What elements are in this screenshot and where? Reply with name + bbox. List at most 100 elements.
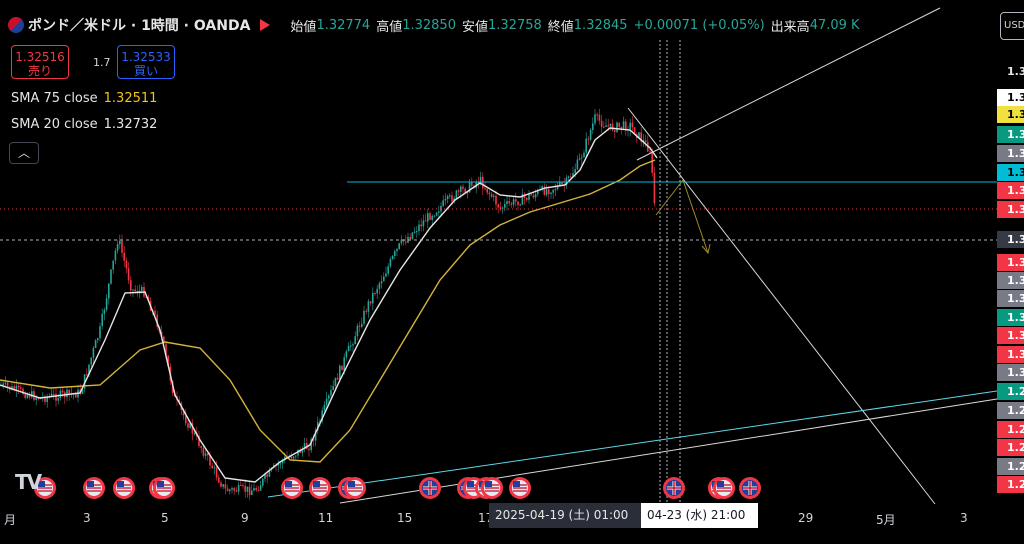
high-label: 高値 (376, 19, 403, 35)
candle-body (312, 439, 315, 441)
candle-body (356, 325, 359, 337)
candle-body (218, 477, 220, 483)
candle-body (374, 293, 376, 295)
candle-body (607, 125, 609, 127)
candle-body (642, 140, 645, 142)
market-status-flag-icon[interactable] (260, 19, 271, 31)
us-flag-event-icon[interactable] (83, 477, 105, 499)
candle-body (649, 151, 651, 153)
currency-button[interactable]: USD (1000, 12, 1024, 40)
candle-body (367, 301, 370, 312)
indicator-sma75[interactable]: SMA 75 close 1.32511 (11, 91, 157, 106)
candle-body (499, 207, 502, 209)
candle-body (501, 207, 504, 209)
buy-button[interactable]: 1.32533 買い (117, 45, 175, 79)
candle-body (422, 220, 425, 227)
symbol-title[interactable]: ポンド／米ドル · 1時間 · OANDA (28, 18, 251, 34)
drawing-tools (0, 7, 998, 505)
candle-body (46, 397, 48, 402)
candle-body (295, 455, 297, 457)
us-flag-event-icon[interactable] (309, 477, 331, 499)
time-axis-label: 月 (4, 513, 17, 527)
candle-body (431, 216, 433, 220)
candle-body (554, 189, 557, 191)
candle-body (424, 220, 427, 222)
time-axis-label: 9 (241, 511, 249, 525)
us-flag-event-icon[interactable] (34, 477, 56, 499)
us-flag-event-icon[interactable] (344, 477, 366, 499)
candle-body (537, 190, 539, 195)
candle-body (526, 197, 528, 200)
price-label: 1.3 (997, 126, 1024, 143)
indicator-name: SMA 75 close (11, 91, 98, 106)
candle-body (222, 484, 224, 487)
uk-flag-event-icon[interactable] (663, 477, 685, 499)
candle-body (121, 240, 123, 253)
forecast-arrow (655, 178, 709, 254)
us-flag-event-icon[interactable] (713, 477, 735, 499)
us-flag-event-icon[interactable] (281, 477, 303, 499)
candle-body (482, 176, 484, 189)
collapse-legend-button[interactable]: ︿ (9, 142, 39, 164)
indicator-sma20[interactable]: SMA 20 close 1.32732 (11, 117, 157, 132)
candle-body (567, 176, 570, 178)
price-label: 1.3 (997, 145, 1024, 162)
candle-body (233, 488, 235, 491)
candle-body (578, 158, 581, 160)
candle-body (105, 298, 108, 310)
sell-button[interactable]: 1.32516 売り (11, 45, 69, 79)
candle-body (226, 488, 229, 492)
candle-body (504, 204, 506, 208)
candle-body (614, 130, 616, 132)
candle-body (130, 280, 132, 291)
candle-body (387, 266, 389, 274)
candle-body (396, 248, 398, 252)
candle-body (486, 188, 488, 193)
indicator-value: 1.32511 (103, 91, 158, 106)
candle-body (55, 393, 57, 401)
candle-body (468, 181, 471, 193)
candle-body (123, 252, 125, 261)
candle-body (189, 423, 191, 428)
candle-body (165, 343, 167, 356)
candle-body (347, 345, 350, 352)
uk-flag-event-icon[interactable] (739, 477, 761, 499)
sell-price: 1.32516 (15, 50, 65, 64)
candle-body (471, 181, 473, 186)
candle-body (66, 389, 68, 398)
time-axis-label: 29 (798, 511, 814, 525)
candle-body (6, 382, 9, 387)
candle-body (141, 287, 143, 291)
candle-body (589, 129, 592, 140)
candle-body (391, 255, 394, 260)
candle-body (332, 385, 334, 390)
candle-body (22, 388, 24, 395)
us-flag-event-icon[interactable] (153, 477, 175, 499)
candle-body (17, 385, 20, 388)
price-label: 1.3 (997, 106, 1024, 123)
candle-body (598, 114, 601, 121)
tradingview-logo[interactable]: TV (15, 470, 42, 494)
candle-body (334, 377, 337, 386)
us-flag-event-icon[interactable] (481, 477, 503, 499)
candle-body (209, 455, 211, 466)
candle-body (242, 485, 244, 487)
candle-body (444, 199, 447, 201)
candle-body (202, 448, 205, 456)
candle-body (442, 200, 444, 206)
candle-body (90, 357, 92, 365)
us-flag-event-icon[interactable] (509, 477, 531, 499)
candle-body (493, 195, 495, 197)
candle-body (592, 123, 594, 130)
candle-body (185, 415, 187, 424)
candle-body (229, 489, 231, 492)
uk-flag-event-icon[interactable] (419, 477, 441, 499)
candle-body (94, 340, 97, 349)
us-flag-event-icon[interactable] (113, 477, 135, 499)
price-label: 1.3 (997, 231, 1024, 248)
candle-body (587, 138, 590, 140)
candle-body (506, 201, 508, 205)
candle-body (200, 446, 202, 449)
candle-body (521, 194, 524, 205)
